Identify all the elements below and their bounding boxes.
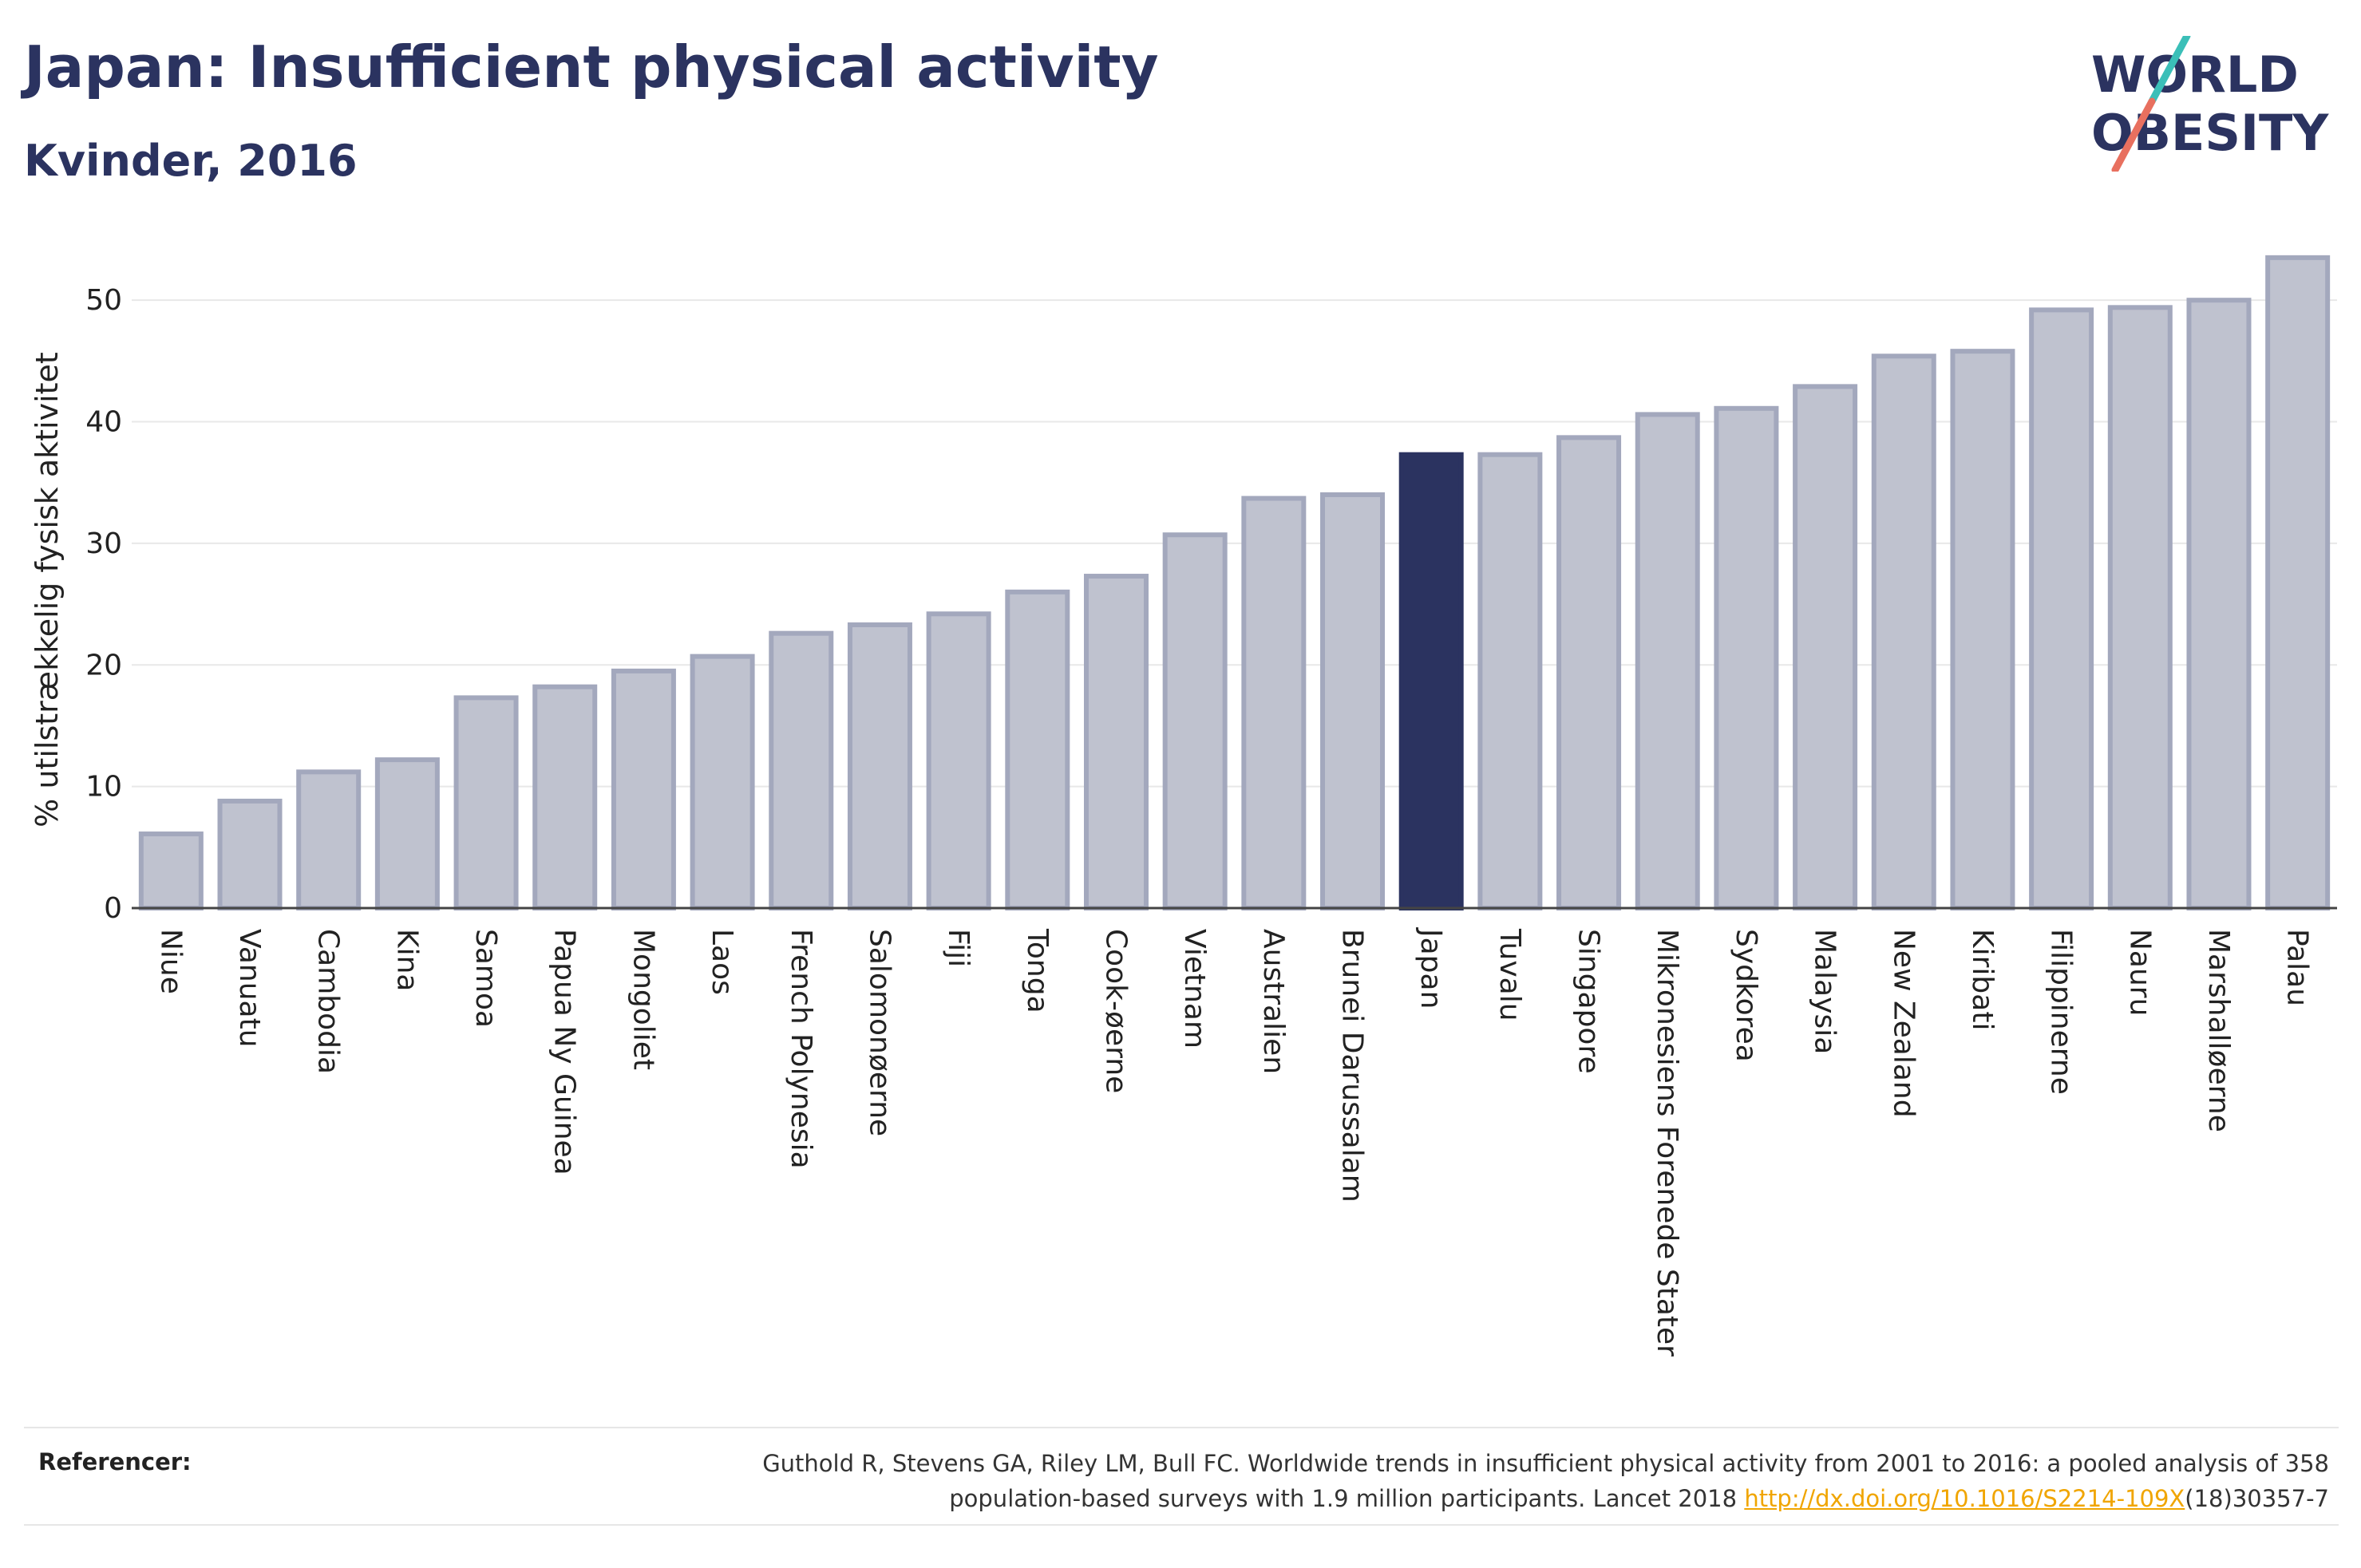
y-tick-label: 40 bbox=[85, 406, 122, 439]
references-line2-prefix: population-based surveys with 1.9 millio… bbox=[949, 1485, 1745, 1512]
bar-palau bbox=[2265, 255, 2331, 910]
bar-niue bbox=[138, 831, 204, 911]
x-tick-label: New Zealand bbox=[1887, 929, 1920, 1118]
x-tick-label: Vietnam bbox=[1178, 929, 1211, 1049]
x-tick-label: Samoa bbox=[469, 929, 502, 1028]
bar-brunei-darussalam bbox=[1320, 492, 1386, 910]
bar-marshalløerne bbox=[2186, 298, 2252, 910]
bar-mikronesiens-forenede-stater bbox=[1635, 412, 1700, 910]
x-tick-label: Tuvalu bbox=[1493, 928, 1526, 1021]
x-tick-label: Laos bbox=[706, 929, 738, 995]
bar-malaysia bbox=[1793, 384, 1858, 910]
bar-tonga bbox=[1005, 589, 1070, 910]
footer-divider-bottom bbox=[24, 1524, 2339, 1526]
bar-laos bbox=[690, 654, 755, 911]
bar-kina bbox=[374, 757, 440, 911]
x-tick-label: Tonga bbox=[1021, 928, 1054, 1013]
x-tick-label: Nauru bbox=[2123, 929, 2156, 1016]
logo-line2: OBESITY bbox=[2091, 104, 2329, 162]
x-tick-label: Brunei Darussalam bbox=[1336, 929, 1369, 1203]
x-tick-label: Australien bbox=[1257, 929, 1290, 1074]
x-tick-label: Cambodia bbox=[312, 929, 345, 1074]
x-tick-label: Marshalløerne bbox=[2202, 929, 2235, 1132]
bar-cambodia bbox=[296, 769, 362, 910]
bar-vietnam bbox=[1162, 532, 1228, 911]
x-tick-label: Mikronesiens Forenede Stater bbox=[1651, 929, 1683, 1357]
bar-japan bbox=[1398, 452, 1464, 910]
bar-fiji bbox=[926, 611, 991, 911]
footer-divider-top bbox=[24, 1427, 2339, 1428]
bar-french-polynesia bbox=[769, 630, 834, 911]
x-tick-label: Niue bbox=[154, 929, 187, 994]
y-tick-label: 0 bbox=[104, 892, 122, 925]
references-doi-link[interactable]: http://dx.doi.org/10.1016/S2214-109X bbox=[1744, 1485, 2185, 1512]
bar-singapore bbox=[1556, 435, 1622, 910]
bar-kiribati bbox=[1950, 349, 2015, 910]
y-tick-label: 20 bbox=[85, 649, 122, 681]
references-label: Referencer: bbox=[38, 1448, 192, 1475]
logo-slash-coral bbox=[2111, 97, 2156, 172]
chart-subtitle: Kvinder, 2016 bbox=[24, 136, 358, 186]
x-tick-label: Kiribati bbox=[1966, 929, 1999, 1030]
references-line2-suffix: (18)30357-7 bbox=[2185, 1485, 2329, 1512]
world-obesity-logo: WORLD OBESITY bbox=[2091, 36, 2329, 172]
bar-mongoliet bbox=[611, 668, 676, 911]
bar-tuvalu bbox=[1477, 452, 1543, 910]
y-axis-title: % utilstrækkelig fysisk aktivitet bbox=[30, 352, 65, 827]
y-tick-label: 10 bbox=[85, 771, 122, 804]
x-tick-label: Salomonøerne bbox=[863, 929, 896, 1136]
bar-chart: 0 10 20 30 40 50 % utilstrækkelig fysisk aktiv… bbox=[30, 255, 2337, 1357]
x-tick-label: Papua Ny Guinea bbox=[548, 929, 581, 1175]
x-tick-label: Vanuatu bbox=[233, 929, 266, 1048]
references-text: Guthold R, Stevens GA, Riley LM, Bull FC… bbox=[493, 1446, 2329, 1516]
x-tick-label: Mongoliet bbox=[627, 929, 659, 1070]
x-tick-label: Kina bbox=[390, 929, 423, 992]
x-tick-label: Fiji bbox=[942, 929, 975, 967]
bar-new-zealand bbox=[1871, 353, 1936, 910]
logo-line1: WORLD bbox=[2091, 45, 2299, 104]
x-tick-label: Cook-øerne bbox=[1099, 929, 1132, 1093]
x-tick-label: Malaysia bbox=[1809, 929, 1841, 1054]
bar-vanuatu bbox=[217, 798, 283, 910]
bar-sydkorea bbox=[1714, 405, 1779, 910]
bar-filippinerne bbox=[2029, 307, 2094, 910]
x-tick-label: Japan bbox=[1414, 927, 1447, 1009]
bar-nauru bbox=[2107, 305, 2173, 911]
references-line1: Guthold R, Stevens GA, Riley LM, Bull FC… bbox=[762, 1450, 2329, 1477]
bar-salomonøerne bbox=[847, 622, 912, 910]
chart-title: Japan: Insufficient physical activity bbox=[24, 34, 1159, 101]
x-tick-label: Singapore bbox=[1572, 929, 1605, 1074]
x-tick-label: Sydkorea bbox=[1730, 929, 1762, 1062]
y-tick-label: 50 bbox=[85, 284, 122, 317]
bar-samoa bbox=[453, 695, 519, 910]
x-tick-label: French Polynesia bbox=[785, 929, 817, 1169]
x-tick-label: Palau bbox=[2281, 929, 2314, 1006]
y-tick-label: 30 bbox=[85, 527, 122, 560]
bar-cook-øerne bbox=[1083, 574, 1149, 911]
bar-australien bbox=[1241, 496, 1307, 910]
logo-slash-teal bbox=[2148, 36, 2191, 105]
x-tick-label: Filippinerne bbox=[2045, 929, 2078, 1095]
bar-papua-ny-guinea bbox=[532, 684, 598, 910]
